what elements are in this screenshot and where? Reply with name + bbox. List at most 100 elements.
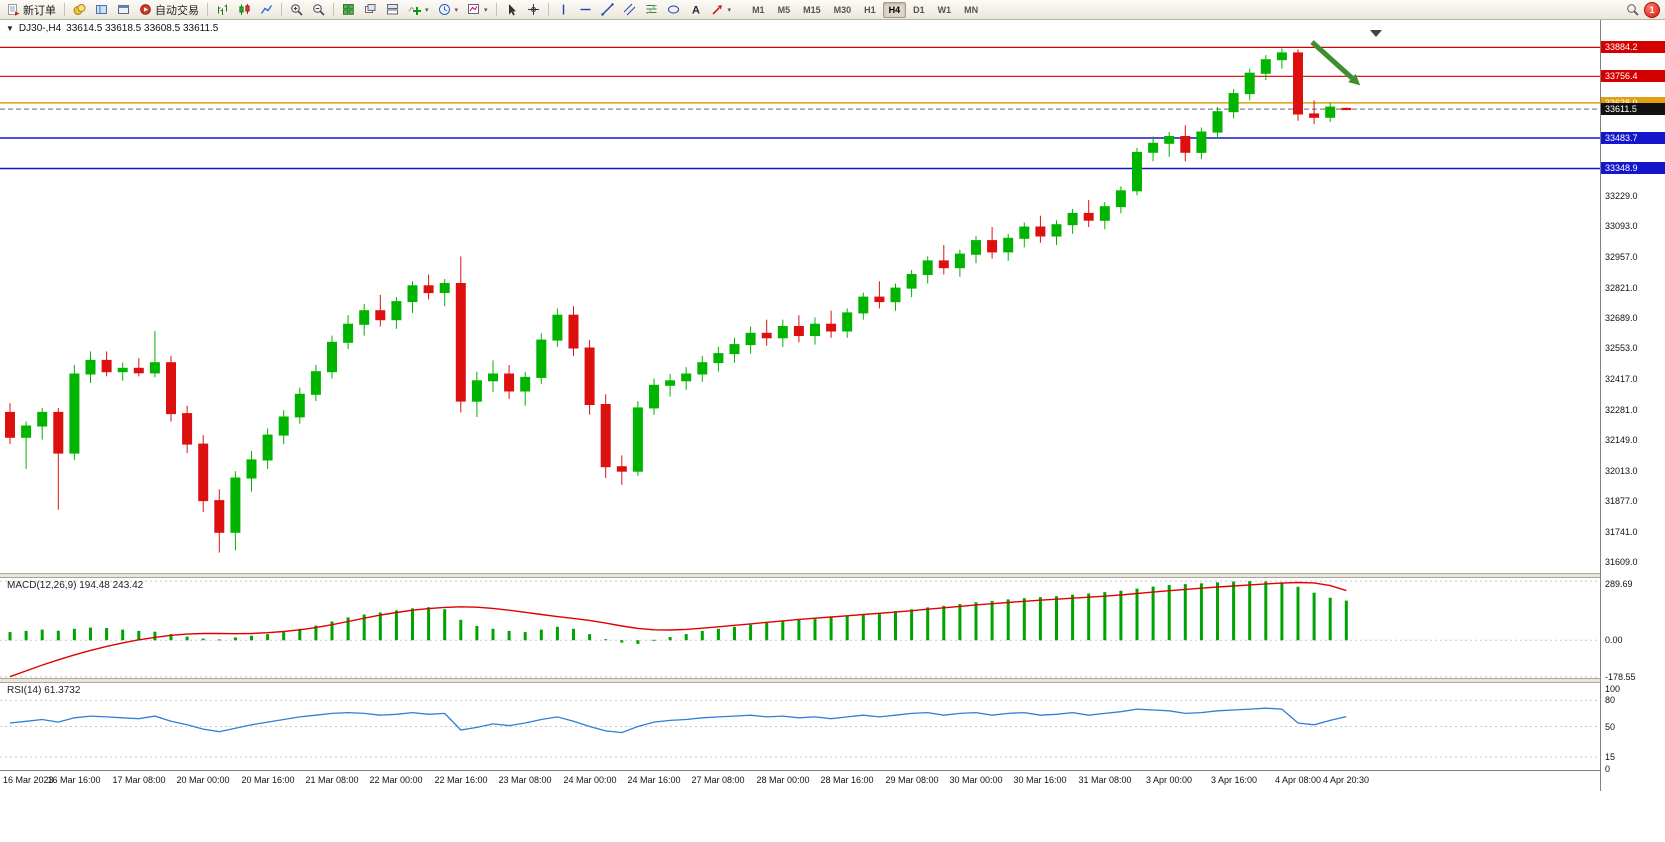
macd-histogram-bar [137,630,141,641]
time-label: 27 Mar 08:00 [691,775,745,785]
candle-body [600,404,611,468]
cascade-windows-button[interactable] [360,1,381,18]
cursor-icon [505,3,518,16]
time-axis[interactable]: 16 Mar 2023 16 Mar 16:00 17 Mar 08:00 20 Ma… [0,770,1665,791]
macd-histogram-bar [266,634,270,641]
support-price-tag: 33483.7 [1601,132,1665,144]
market-watch-button[interactable] [69,1,90,18]
terminal-button[interactable] [113,1,134,18]
time-label: 31 Mar 08:00 [1078,775,1132,785]
time-label: 30 Mar 00:00 [949,775,1003,785]
candle-body [1003,237,1014,253]
zoom-in-button[interactable] [286,1,307,18]
candle [262,428,273,469]
vertical-line-tool-button[interactable] [553,1,574,18]
crosshair-tool-button[interactable] [523,1,544,18]
terminal-icon [117,3,130,16]
candle [922,256,933,284]
timeframe-mn-button[interactable]: MN [958,2,984,18]
macd-canvas[interactable] [0,578,1600,678]
template-button[interactable]: ▾ [463,1,492,18]
timeframe-m5-button[interactable]: M5 [772,2,797,18]
candle-body [1228,93,1239,113]
candle-body [665,380,676,386]
candle-body [294,393,305,418]
candle [1228,89,1239,119]
notification-badge[interactable]: 1 [1644,1,1660,18]
period-clock-button[interactable]: ▾ [434,1,463,18]
auto-trading-button[interactable]: 自动交易 [135,1,203,18]
channel-tool-button[interactable] [619,1,640,18]
candle-body [874,296,885,303]
notification-count: 1 [1649,4,1655,15]
timeframe-d1-button[interactable]: D1 [907,2,931,18]
add-indicator-button[interactable]: ▾ [404,1,433,18]
macd-histogram-bar [427,607,431,641]
candle-body [53,411,64,454]
fibonacci-tool-button[interactable] [641,1,662,18]
macd-histogram-bar [105,628,109,641]
candle [520,371,531,406]
candle [890,283,901,311]
price-scale-axis[interactable]: 33229.0 33093.0 32957.0 32821.0 32689.0 32553… [1600,20,1665,791]
zoom-out-button[interactable] [308,1,329,18]
resistance-price-tag: 33756.4 [1601,70,1665,82]
candle-body [488,373,498,382]
rsi-canvas[interactable] [0,683,1600,770]
candlestick-chart-button[interactable] [234,1,255,18]
macd-histogram-bar [1055,596,1058,641]
candle [954,249,965,277]
timeframe-h1-button[interactable]: H1 [858,2,882,18]
symbol-dropdown-icon[interactable]: ▼ [6,24,14,33]
panel-resize-handle[interactable] [0,678,1665,683]
arrange-windows-button[interactable] [382,1,403,18]
candle [906,270,917,298]
candle [471,371,482,417]
macd-histogram-bar [539,629,543,641]
cursor-tool-button[interactable] [501,1,522,18]
main-chart-canvas[interactable] [0,28,1600,573]
text-tool-button[interactable]: A [685,1,706,18]
market-watch-icon [73,3,86,16]
macd-histogram-bar [1135,588,1139,641]
chart-window: ▼ DJ30-,H4 33614.5 33618.5 33608.5 33611… [0,20,1665,842]
arrow-tool-icon [711,3,724,16]
candle-body [681,373,692,382]
candle [713,346,724,372]
panel-resize-handle[interactable] [0,573,1665,578]
macd-histogram-bar [652,639,656,641]
line-chart-button[interactable] [256,1,277,18]
shapes-tool-button[interactable] [663,1,684,18]
tile-windows-icon [342,3,355,16]
candle [375,294,386,327]
candle [1244,68,1255,101]
timeframe-w1-button[interactable]: W1 [932,2,958,18]
timeframe-h4-button[interactable]: H4 [882,1,907,18]
chart-shift-marker [1370,30,1382,37]
timeframe-m30-button[interactable]: M30 [828,2,858,18]
bar-chart-button[interactable] [212,1,233,18]
candle-body [439,283,450,293]
candle [5,403,15,445]
new-order-button[interactable]: 新订单 [3,1,60,18]
candle-body [971,240,981,255]
trend-arrow-annotation[interactable] [1310,40,1361,86]
price-tick: 32013.0 [1605,466,1638,476]
timeframe-m15-button[interactable]: M15 [797,2,827,18]
cascade-windows-icon [364,3,377,16]
macd-histogram-bar [523,632,527,641]
candle [1293,49,1303,121]
rsi-indicator-label: RSI(14) 61.3732 [7,685,81,696]
candle [149,331,160,378]
timeframe-m1-button[interactable]: M1 [746,2,771,18]
arrows-tool-button[interactable]: ▾ [707,1,736,18]
candle-body [938,260,949,269]
candle [1003,233,1014,261]
navigator-button[interactable] [91,1,112,18]
time-label: 17 Mar 08:00 [112,775,166,785]
search-button[interactable] [1622,1,1643,18]
horizontal-line-tool-button[interactable] [575,1,596,18]
candle-body [166,362,176,415]
tile-windows-button[interactable] [338,1,359,18]
trendline-tool-button[interactable] [597,1,618,18]
